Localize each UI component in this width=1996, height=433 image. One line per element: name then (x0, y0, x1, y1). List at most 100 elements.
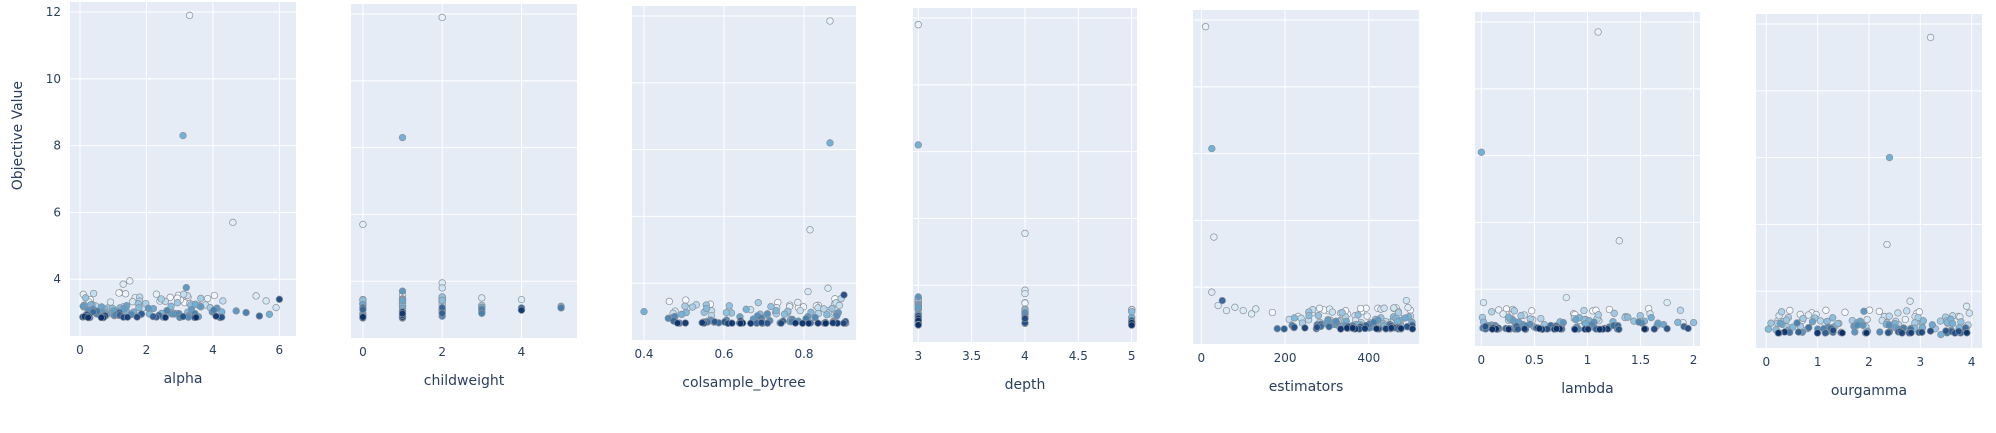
trial-point[interactable] (1588, 320, 1596, 329)
trial-point[interactable] (359, 220, 367, 229)
trial-point[interactable] (1363, 312, 1371, 320)
trial-point[interactable] (1954, 327, 1963, 335)
trial-point[interactable] (754, 299, 762, 307)
trial-point[interactable] (1786, 306, 1794, 315)
trial-point[interactable] (1273, 325, 1281, 333)
trial-point[interactable] (517, 306, 526, 314)
trial-point[interactable] (1510, 307, 1518, 315)
trial-point[interactable] (1301, 324, 1309, 332)
trial-point[interactable] (681, 319, 690, 327)
trial-point[interactable] (1499, 310, 1507, 318)
trial-point[interactable] (359, 313, 367, 321)
trial-point[interactable] (123, 313, 132, 321)
trial-point[interactable] (1813, 329, 1822, 337)
trial-point[interactable] (1401, 314, 1409, 322)
trial-point[interactable] (152, 290, 161, 298)
trial-point[interactable] (747, 319, 755, 327)
trial-point[interactable] (1903, 307, 1911, 315)
trial-point[interactable] (119, 280, 127, 288)
trial-point[interactable] (97, 313, 105, 322)
trial-point[interactable] (1528, 307, 1536, 315)
trial-point[interactable] (133, 313, 141, 321)
trial-point[interactable] (1488, 308, 1496, 316)
trial-point[interactable] (1370, 318, 1378, 326)
trial-point[interactable] (640, 307, 648, 316)
trial-point[interactable] (1676, 306, 1685, 314)
trial-point[interactable] (1863, 315, 1871, 324)
trial-point[interactable] (1402, 296, 1411, 305)
trial-point[interactable] (1504, 325, 1513, 333)
trial-point[interactable] (1963, 329, 1971, 337)
trial-point[interactable] (1305, 311, 1313, 320)
trial-point[interactable] (1647, 313, 1655, 322)
trial-point[interactable] (126, 277, 134, 285)
trial-point[interactable] (1488, 325, 1496, 333)
trial-point[interactable] (1640, 325, 1649, 333)
trial-point[interactable] (698, 319, 706, 327)
trial-point[interactable] (1926, 33, 1935, 42)
trial-point[interactable] (1247, 310, 1256, 318)
trial-point[interactable] (736, 319, 745, 327)
trial-point[interactable] (1315, 304, 1324, 312)
trial-point[interactable] (1572, 315, 1580, 324)
trial-point[interactable] (232, 307, 240, 315)
trial-point[interactable] (106, 298, 115, 306)
trial-point[interactable] (242, 308, 250, 317)
trial-point[interactable] (1552, 325, 1561, 333)
trial-point[interactable] (1128, 321, 1136, 329)
trial-point[interactable] (1208, 144, 1216, 153)
trial-point[interactable] (1674, 318, 1682, 327)
trial-point[interactable] (665, 297, 673, 306)
trial-point[interactable] (1764, 325, 1773, 333)
trial-point[interactable] (1876, 328, 1884, 336)
trial-point[interactable] (438, 284, 446, 292)
trial-point[interactable] (1517, 311, 1525, 320)
trial-point[interactable] (1926, 327, 1935, 335)
trial-point[interactable] (798, 319, 807, 327)
trial-point[interactable] (192, 313, 200, 321)
trial-point[interactable] (180, 290, 188, 298)
trial-point[interactable] (1021, 299, 1029, 307)
trial-point[interactable] (398, 309, 407, 318)
trial-point[interactable] (262, 297, 270, 305)
trial-point[interactable] (1537, 314, 1545, 323)
trial-point[interactable] (814, 319, 822, 327)
trial-point[interactable] (1776, 319, 1784, 328)
trial-point[interactable] (1663, 298, 1671, 307)
trial-point[interactable] (763, 310, 772, 318)
trial-point[interactable] (1853, 321, 1861, 329)
trial-point[interactable] (1349, 324, 1357, 332)
trial-point[interactable] (1021, 229, 1029, 238)
trial-point[interactable] (1907, 329, 1915, 337)
trial-point[interactable] (1584, 325, 1592, 333)
trial-point[interactable] (1918, 328, 1926, 336)
trial-point[interactable] (1504, 313, 1513, 321)
trial-point[interactable] (914, 293, 922, 301)
trial-point[interactable] (804, 287, 812, 296)
trial-point[interactable] (1325, 323, 1333, 331)
trial-point[interactable] (1875, 307, 1883, 316)
trial-point[interactable] (767, 302, 775, 311)
trial-point[interactable] (1290, 314, 1299, 322)
trial-point[interactable] (149, 312, 157, 321)
trial-point[interactable] (1208, 288, 1216, 296)
trial-point[interactable] (1894, 309, 1902, 317)
trial-point[interactable] (826, 17, 834, 25)
trial-point[interactable] (478, 294, 486, 302)
trial-point[interactable] (210, 291, 219, 300)
trial-point[interactable] (1885, 312, 1893, 320)
trial-point[interactable] (1883, 240, 1891, 249)
trial-point[interactable] (1214, 301, 1222, 310)
trial-point[interactable] (682, 296, 690, 304)
trial-point[interactable] (824, 284, 832, 292)
trial-point[interactable] (1210, 233, 1218, 241)
trial-point[interactable] (1021, 289, 1029, 298)
trial-point[interactable] (1829, 326, 1837, 335)
trial-point[interactable] (1884, 329, 1892, 337)
trial-point[interactable] (1514, 325, 1522, 333)
trial-point[interactable] (780, 310, 789, 318)
trial-point[interactable] (179, 312, 187, 321)
trial-point[interactable] (1562, 293, 1570, 302)
trial-point[interactable] (763, 319, 772, 327)
trial-point[interactable] (144, 304, 153, 312)
